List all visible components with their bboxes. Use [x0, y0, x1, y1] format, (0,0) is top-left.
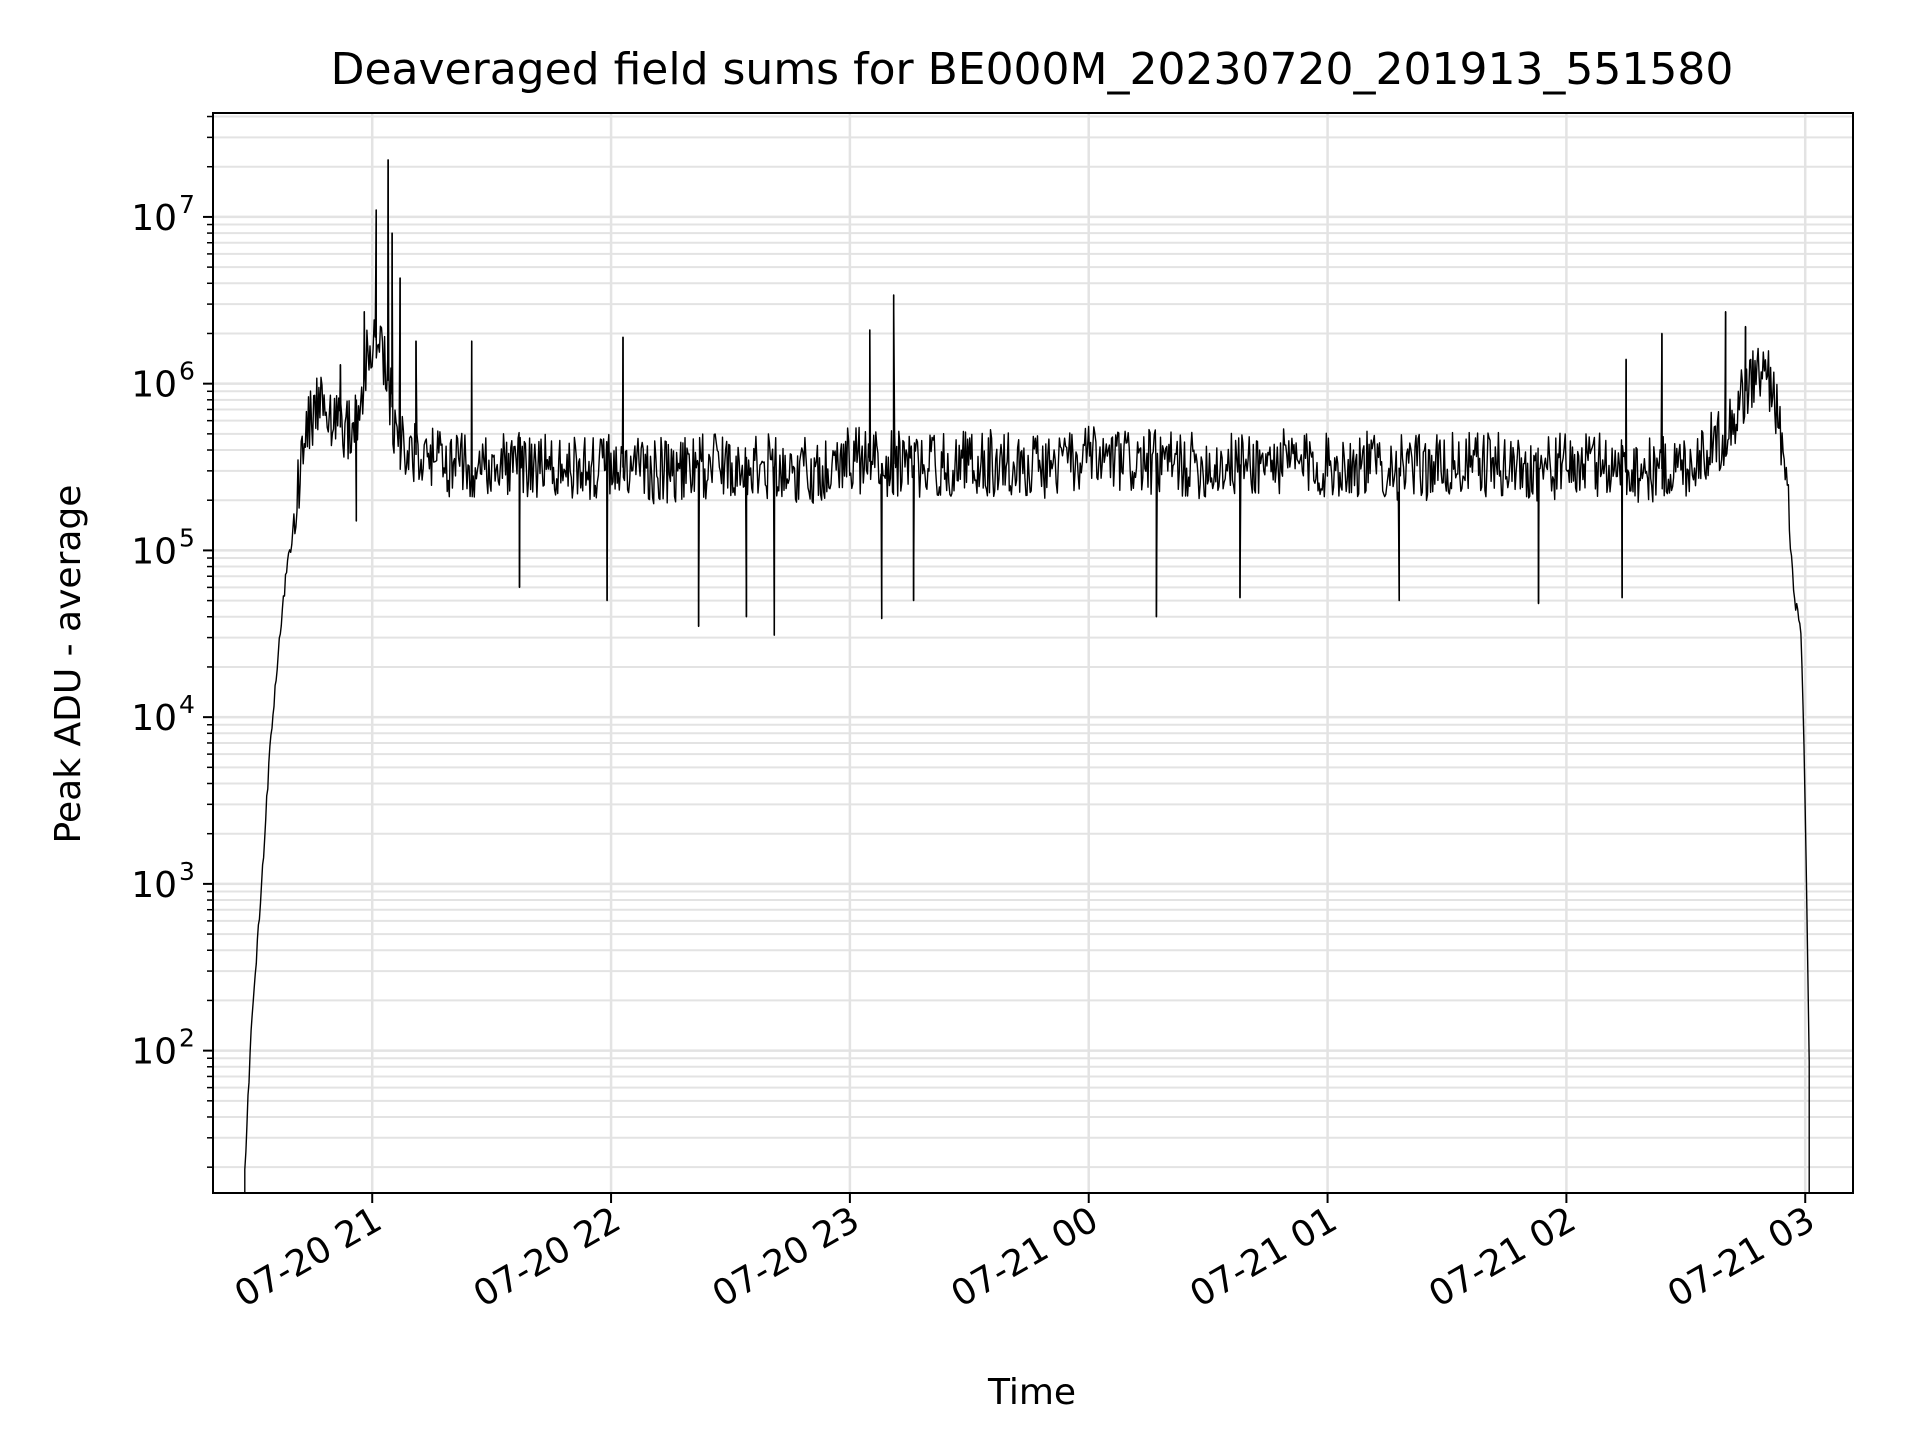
y-tick-exponent: 6 — [179, 357, 195, 386]
y-tick-label: 10 — [131, 365, 177, 406]
axes-frame — [212, 112, 1854, 1194]
x-axis-label: Time — [987, 1372, 1076, 1413]
y-tick-label: 10 — [131, 1032, 177, 1073]
y-tick-exponent: 3 — [179, 857, 195, 886]
y-axis-label: Peak ADU - average — [48, 485, 89, 844]
y-tick-exponent: 2 — [179, 1024, 195, 1053]
y-tick-label: 10 — [131, 198, 177, 239]
y-tick-exponent: 4 — [179, 690, 195, 719]
chart-title: Deaveraged field sums for BE000M_2023072… — [331, 44, 1734, 95]
y-tick-label: 10 — [131, 698, 177, 739]
y-tick-label: 10 — [131, 865, 177, 906]
y-tick-label: 10 — [131, 531, 177, 572]
y-tick-exponent: 7 — [179, 190, 195, 219]
series-line — [244, 159, 1810, 1193]
y-tick-exponent: 5 — [179, 523, 195, 552]
